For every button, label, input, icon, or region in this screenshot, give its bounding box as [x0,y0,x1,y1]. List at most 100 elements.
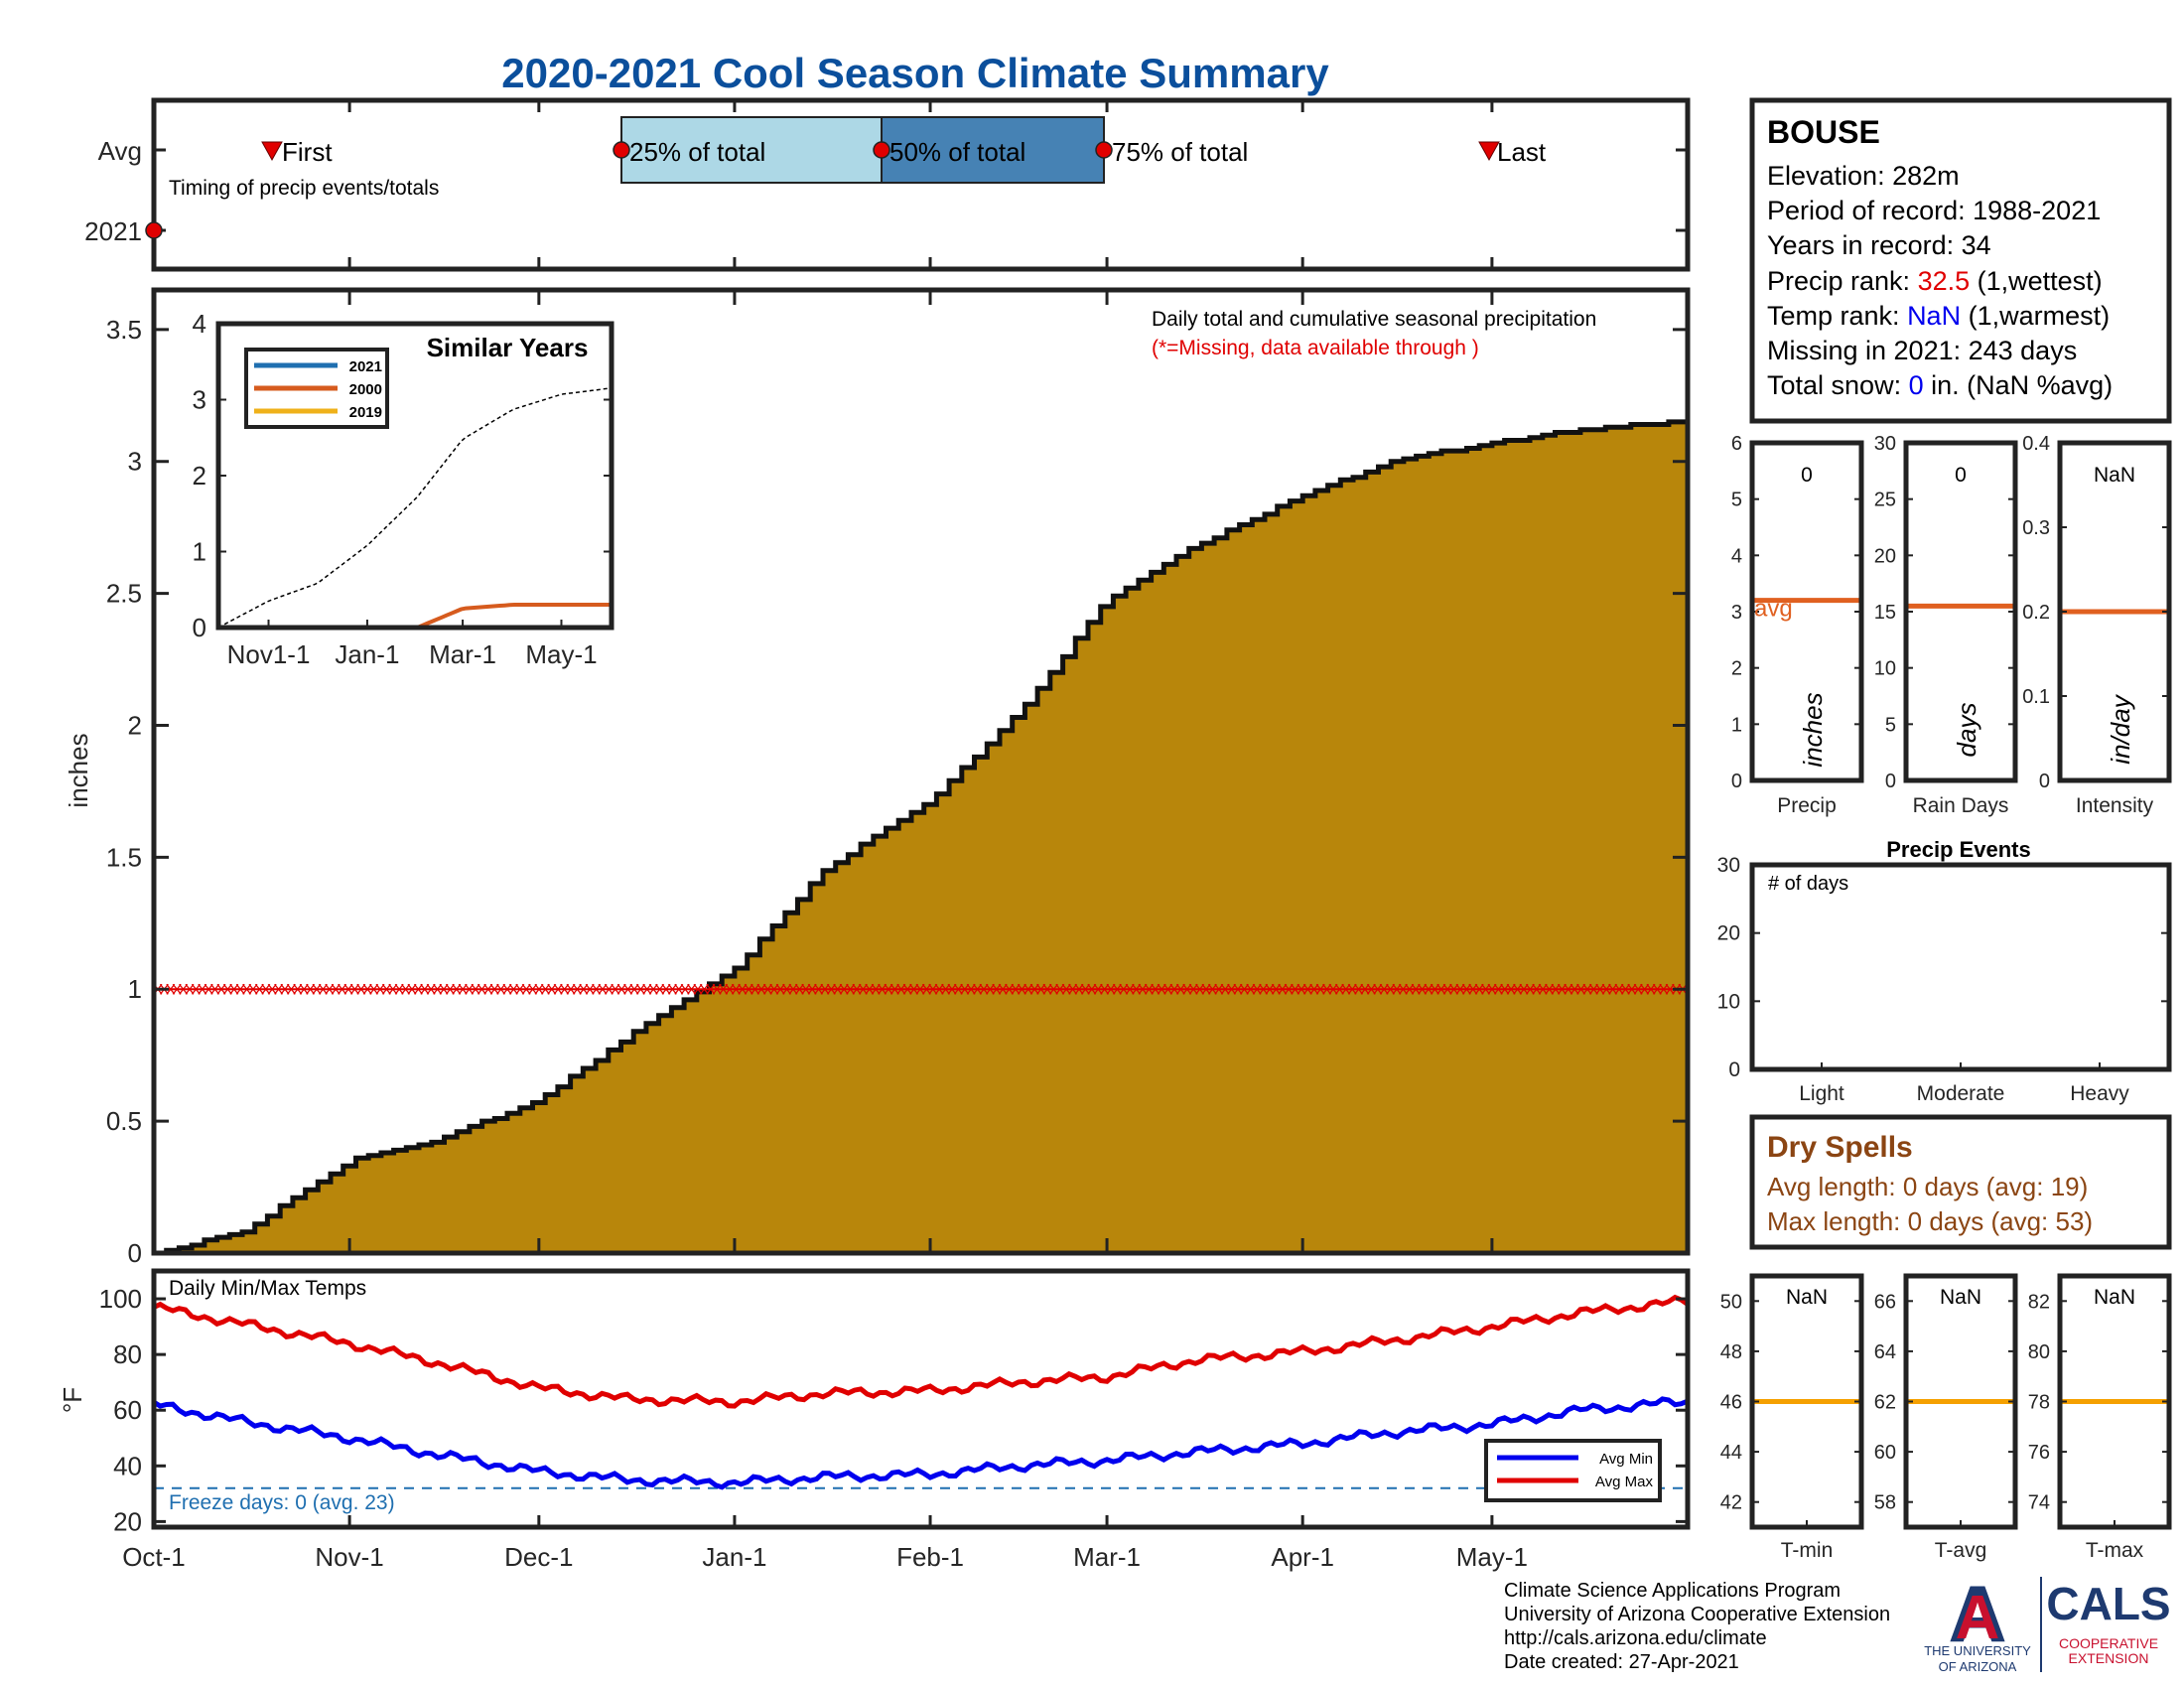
mini-temp-ytick-label: 42 [1720,1492,1742,1514]
q25-marker [613,141,630,159]
precip-rank-value: 32.5 [1918,266,1971,296]
temp-rank-line: Temp rank: NaN (1,warmest) [1767,301,2110,331]
inset-xtick-label: May-1 [525,639,597,669]
mini-precip-panels: 0 1 2 3 4 5 6 0 inches Precip avg 0 5 10 15 20 25 30 0 days… [1731,433,2172,817]
mini-temp-xlabel: T-max [2086,1539,2144,1562]
temp-ylabel: °F [58,1387,87,1413]
station-elevation: Elevation: 282m [1767,161,1960,191]
mini-temp-ytick-label: 66 [1874,1291,1896,1313]
mini-temp-value: NaN [1940,1286,1981,1309]
temp-ytick-label: 20 [113,1506,142,1536]
mini-precip-ytick-label: 0.3 [2022,517,2050,539]
temp-ytick-label: 60 [113,1395,142,1425]
mini-temp-ytick-label: 62 [1874,1392,1896,1414]
mini-precip-xlabel: Intensity [2076,794,2154,817]
temp-rank-value: NaN [1907,301,1961,331]
precip-cumulative-area [154,419,1691,1256]
events-category-label: Light [1799,1082,1844,1105]
temp-ytick-label: 80 [113,1339,142,1369]
snow-prefix: Total snow: [1767,370,1909,400]
inset-ytick-label: 1 [193,537,206,567]
temp-xaxis: Oct-1 Nov-1 Dec-1 Jan-1 Feb-1 Mar-1 Apr-1 May-1 [122,1515,1528,1572]
timing-2021-marker [145,221,163,239]
mini-temp-panels: 42 44 46 48 50 NaN T-min 58 60 62 64 66 NaN T-avg 74 76… [1720,1273,2172,1562]
temp-xtick-label: Nov-1 [315,1542,383,1572]
timing-ylabel-avg: Avg [98,136,142,166]
precip-rank-line: Precip rank: 32.5 (1,wettest) [1767,266,2103,296]
last-marker [1478,141,1500,162]
events-frame [1749,862,2172,1072]
mini-precip-ytick-label: 4 [1731,545,1742,567]
dry-max: Max length: 0 days (avg: 53) [1767,1206,2093,1236]
timing-frame [151,97,1691,272]
mini-precip-xlabel: Precip [1777,794,1837,817]
mini-temp-ytick-label: 60 [1874,1442,1896,1464]
ua-letter-outline: A [1950,1570,2005,1657]
precip-xaxis-ticks [152,290,1494,1253]
legend-avg-max: Avg Max [1595,1474,1654,1490]
footer-line-4: Date created: 27-Apr-2021 [1504,1651,1739,1673]
ua-letter: A [1956,1584,2000,1652]
cals-mark: CALS [2046,1578,2170,1629]
mini-precip-value: NaN [2094,464,2135,487]
footer-line-2: University of Arizona Cooperative Extens… [1504,1604,1890,1625]
inset-ytick-label: 3 [193,385,206,415]
mini-precip-value: 0 [1955,464,1967,487]
precip-ytick-label: 3 [128,447,142,477]
first-label: First [282,137,333,167]
mini-precip-ytick-label: 5 [1885,714,1896,736]
mini-precip-ytick-label: 1 [1731,714,1742,736]
mini-precip-ytick-label: 0 [2039,771,2050,792]
temp-xtick-label: Apr-1 [1271,1542,1334,1572]
temp-xtick-label: Jan-1 [702,1542,766,1572]
inset-xtick-label: Jan-1 [335,639,399,669]
temp-legend [1484,1439,1662,1502]
temp-xtick-label: Feb-1 [896,1542,964,1572]
footer: Climate Science Applications Program Uni… [1504,1580,1890,1673]
mini-precip-ytick-label: 20 [1874,545,1896,567]
snow-line: Total snow: 0 in. (NaN %avg) [1767,370,2113,400]
precip-ytick-label: 3.5 [106,315,142,345]
snow-suffix: in. (NaN %avg) [1924,370,2114,400]
q50-label: 50% of total [889,137,1025,167]
temp-xtick-label: Mar-1 [1073,1542,1141,1572]
temp-panel: 20 40 60 80 100 Oct-1 Nov-1 Dec-1 Jan-1 Feb-1 Mar… [58,1268,1691,1572]
quartile-box-light [620,116,883,184]
page-title: 2020-2021 Cool Season Climate Summary [501,50,1329,96]
timing-panel: Avg 2021 First Timing of precip events/t… [84,97,1691,272]
temp-rank-prefix: Temp rank: [1767,301,1907,331]
timing-ylabel-2021: 2021 [84,216,142,246]
avg-min-line [152,1396,1689,1490]
legend-2000: 2000 [349,381,382,398]
q75-label: 75% of total [1112,137,1248,167]
inset-ytick-label: 2 [193,461,206,491]
mini-temp-ytick-label: 78 [2028,1392,2050,1414]
cals-line-2: EXTENSION [2069,1650,2149,1666]
similar-years-inset: 0 1 2 3 4 Nov1-1 Jan-1 Mar-1 May-1 Similar Year… [193,309,614,669]
ua-logo: A A THE UNIVERSITY OF ARIZONA CALS COOPE… [1924,1569,2170,1674]
precip-note: Daily total and cumulative seasonal prec… [1152,308,1596,331]
events-ytick-label: 30 [1717,854,1740,877]
snow-value: 0 [1909,370,1924,400]
precip-rank-prefix: Precip rank: [1767,266,1918,296]
mini-precip-ytick-label: 15 [1874,602,1896,624]
events-ytick-label: 0 [1728,1058,1740,1081]
last-label: Last [1497,137,1547,167]
mini-precip-unit: days [1952,703,1981,758]
precip-panel: 0 0.5 1 1.5 2 2.5 3 3.5 inches Daily total and … [64,287,1691,1268]
temp-xtick-label: Oct-1 [122,1542,186,1572]
temp-ytick-label: 40 [113,1451,142,1480]
temp-xtick-label: May-1 [1456,1542,1528,1572]
ua-line-2: OF ARIZONA [1939,1659,2017,1674]
mini-temp-xlabel: T-avg [1935,1539,1987,1562]
mini-temp-ytick-label: 82 [2028,1291,2050,1313]
legend-2021: 2021 [349,358,382,375]
station-info: BOUSE Elevation: 282m Period of record: … [1749,97,2172,424]
footer-line-3: http://cals.arizona.edu/climate [1504,1627,1767,1649]
freeze-label: Freeze days: 0 (avg. 23) [169,1491,395,1514]
dry-avg: Avg length: 0 days (avg: 19) [1767,1172,2088,1201]
mini-precip-unit: inches [1798,692,1828,767]
mini-precip-ytick-label: 2 [1731,658,1742,680]
